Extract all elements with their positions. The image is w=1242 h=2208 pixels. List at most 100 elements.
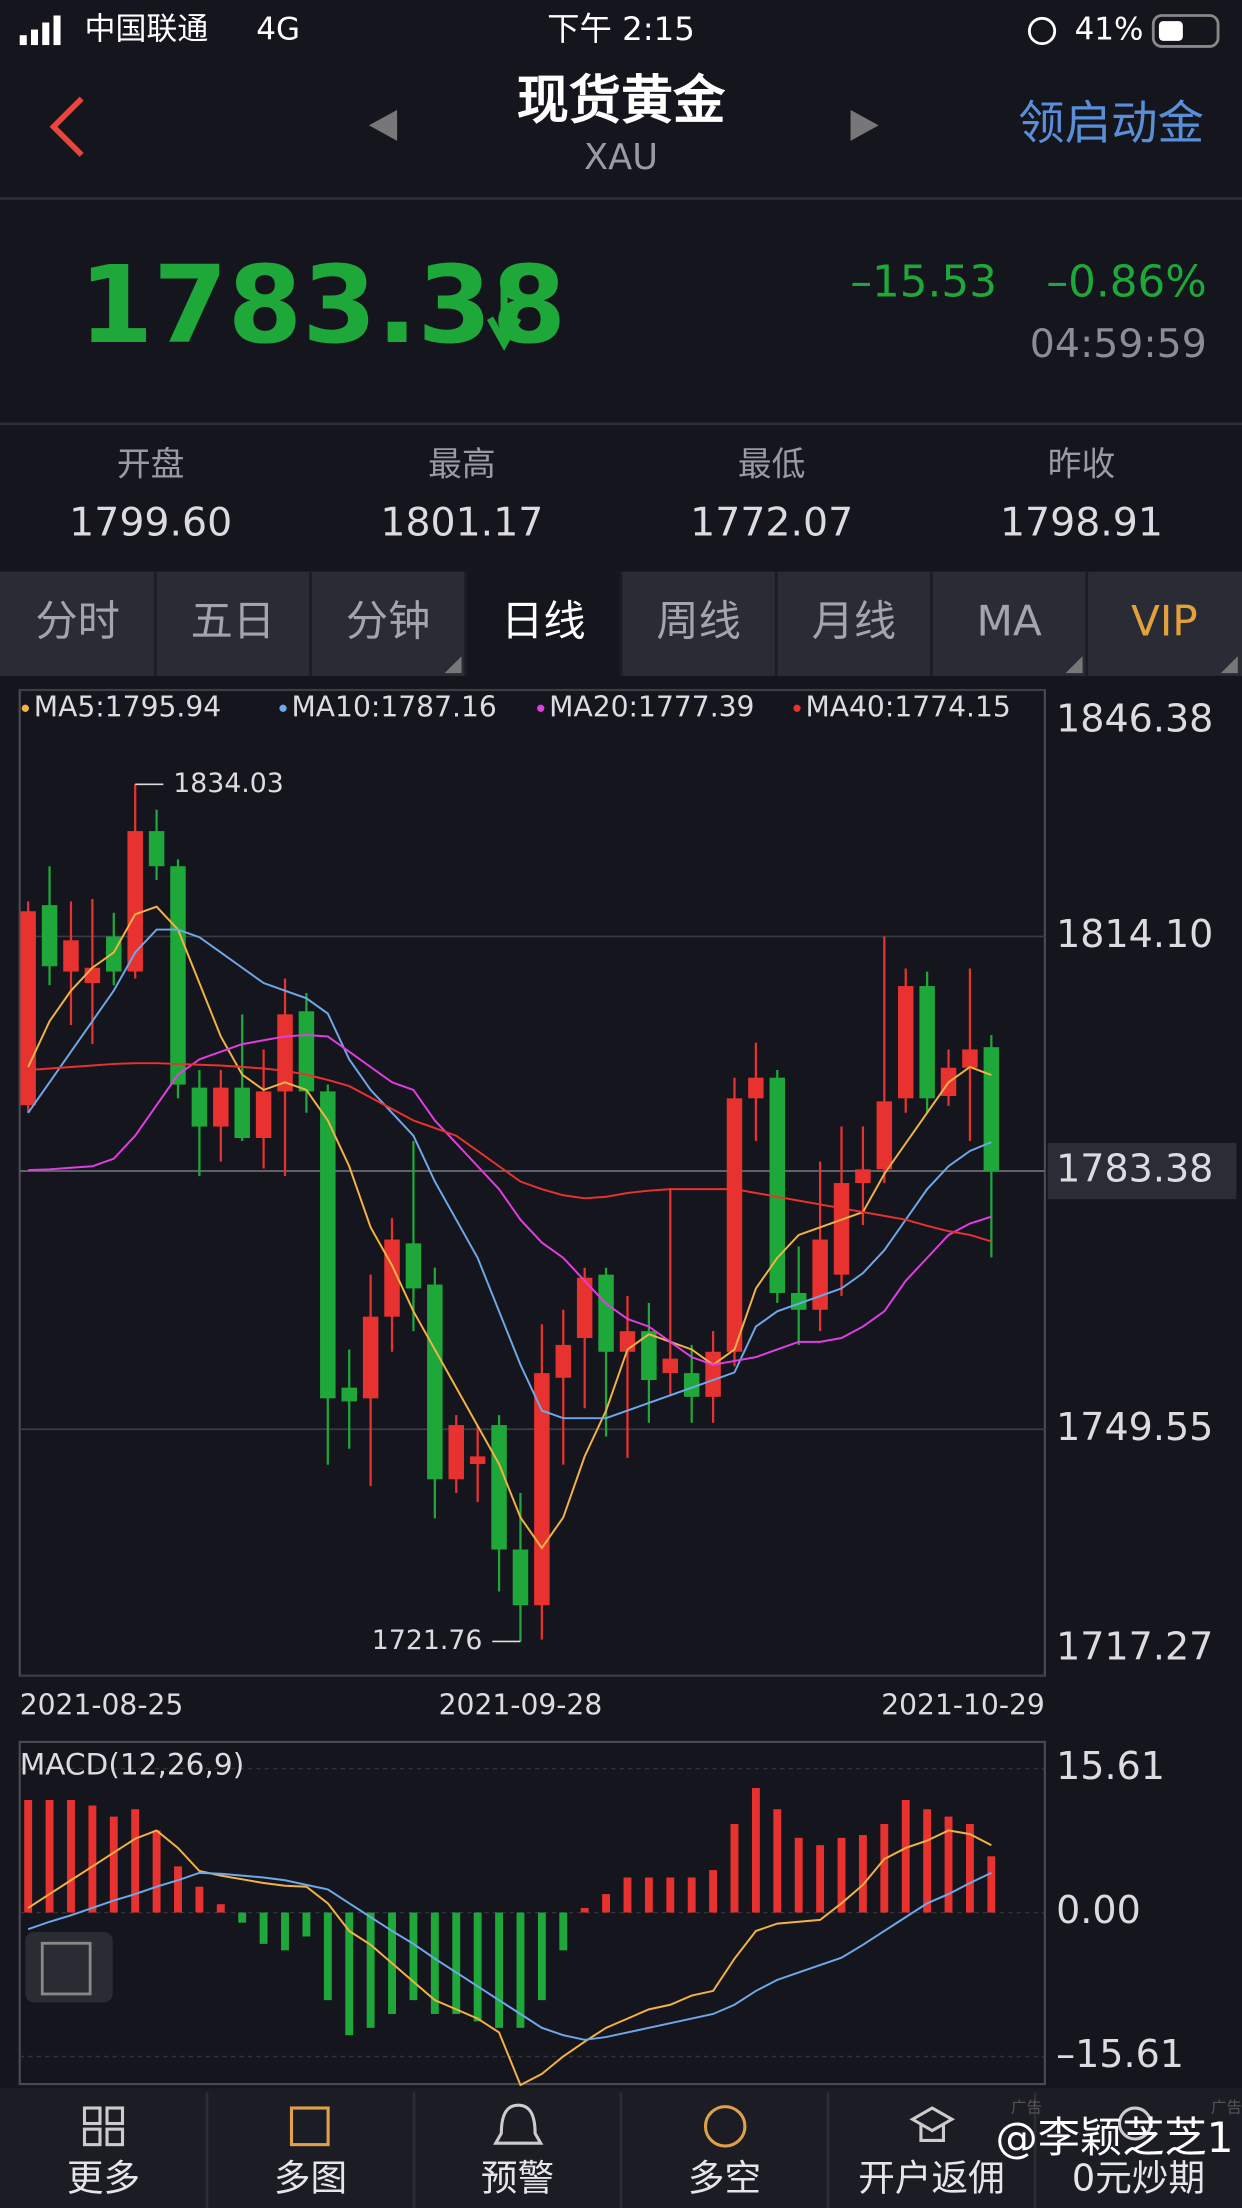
price-tag xyxy=(1047,1142,1237,1200)
macd-bar xyxy=(944,1816,953,1913)
prev-button[interactable] xyxy=(368,109,398,141)
macd-bar xyxy=(666,1877,675,1913)
tab[interactable]: 分钟 xyxy=(346,596,430,645)
candle-body xyxy=(833,1183,850,1275)
macd-bar xyxy=(880,1823,889,1913)
macd-bar xyxy=(644,1877,653,1913)
icon-longshort xyxy=(703,2105,747,2148)
candle-body xyxy=(705,1351,721,1397)
stats: 开盘 1799.60 最高 1801.17 最低 1772.07 昨收 1798.91 xyxy=(69,445,1163,546)
candle-body xyxy=(662,1358,679,1374)
stat-label: 最高 xyxy=(428,445,496,484)
candle-body xyxy=(148,831,165,867)
nav-item[interactable]: 0元炒期 xyxy=(1072,2156,1205,2199)
legend-entry: MA20:1777.39 xyxy=(549,690,754,723)
battery-text: 41% xyxy=(1075,11,1144,47)
legend-entry: MA40:1774.15 xyxy=(805,690,1010,723)
macd-bar xyxy=(473,1912,482,2022)
candle-body xyxy=(127,831,143,972)
ma-line xyxy=(28,1033,992,1366)
tab-active xyxy=(465,571,621,676)
candle-body xyxy=(320,1091,336,1399)
stat-value: 1798.91 xyxy=(1000,500,1163,546)
macd-bar xyxy=(537,1912,546,2001)
candle-body xyxy=(213,1087,229,1127)
icon-more xyxy=(105,2127,125,2147)
candle-body xyxy=(41,905,58,967)
y-tick-label: 15.61 xyxy=(1056,1744,1165,1788)
macd-line xyxy=(27,1829,992,2087)
signal xyxy=(19,15,61,46)
macd-title: MACD(12,26,9) xyxy=(20,1747,245,1781)
macd-bar xyxy=(430,1912,439,2014)
macd-bar xyxy=(259,1912,268,1944)
nav-item[interactable]: 预警 xyxy=(481,2156,554,2199)
macd-bar xyxy=(152,1830,161,1913)
battery xyxy=(1151,14,1220,48)
macd-bar xyxy=(901,1800,910,1913)
macd-bar xyxy=(602,1894,611,1913)
icon-more xyxy=(105,2106,125,2126)
tab[interactable]: 月线 xyxy=(812,596,896,645)
low-label: 1721.76 xyxy=(372,1625,483,1656)
header-action[interactable]: 领启动金 xyxy=(1018,96,1204,150)
macd-bar xyxy=(687,1877,696,1913)
nav-item[interactable]: 多空 xyxy=(688,2156,761,2199)
macd-bar xyxy=(323,1912,332,2001)
y-tick-label: –15.61 xyxy=(1056,2032,1184,2076)
icon-more xyxy=(82,2106,102,2126)
back-button[interactable] xyxy=(49,96,84,157)
candle-body xyxy=(427,1284,443,1480)
legend-dot xyxy=(21,704,30,712)
candle-body xyxy=(277,1014,293,1092)
candle-body xyxy=(726,1098,743,1352)
legend-entry: MA5:1795.94 xyxy=(34,690,221,723)
ad-label: 广告 xyxy=(1211,2099,1242,2117)
candle-body xyxy=(641,1331,657,1381)
lock-icon xyxy=(1027,16,1057,46)
candle-body xyxy=(255,1091,272,1139)
legend-entry: MA10:1787.16 xyxy=(291,690,496,723)
macd-bar xyxy=(281,1912,289,1951)
next-button[interactable] xyxy=(850,109,879,141)
ma-line xyxy=(27,905,992,1550)
nav-item[interactable]: 开户返佣 xyxy=(858,2156,1004,2199)
nav-item[interactable]: 更多 xyxy=(67,2156,140,2199)
signal-bar xyxy=(53,15,61,46)
x-tick-label: 2021-10-29 xyxy=(881,1689,1045,1722)
title: 现货黄金 xyxy=(517,71,726,131)
tab[interactable]: VIP xyxy=(1131,596,1198,645)
tab[interactable]: 分时 xyxy=(35,596,119,645)
legend-dot xyxy=(537,704,545,712)
y-tick-label: 1717.27 xyxy=(1056,1624,1213,1668)
candle-body xyxy=(983,1047,1000,1171)
macd-bar xyxy=(516,1912,525,2028)
tab[interactable]: 日线 xyxy=(501,596,585,645)
candle-body xyxy=(812,1239,828,1310)
nav-icons xyxy=(82,2103,1153,2148)
tab[interactable]: 周线 xyxy=(656,596,740,645)
down-arrow xyxy=(486,276,522,351)
macd-bar xyxy=(345,1912,354,2036)
stat-label: 昨收 xyxy=(1048,445,1116,484)
nav: 更多 多图 预警 多空 开户返佣 0元炒期 xyxy=(67,2092,1205,2208)
nav-item[interactable]: 多图 xyxy=(274,2156,347,2199)
tab[interactable]: MA xyxy=(976,596,1041,645)
candle-body xyxy=(341,1387,357,1402)
tab[interactable]: 五日 xyxy=(191,596,275,645)
y-tick-label: 0.00 xyxy=(1056,1888,1141,1932)
candle-body xyxy=(598,1274,614,1352)
candle-body xyxy=(298,1011,315,1092)
macd-bar xyxy=(195,1886,204,1913)
x-tick-label: 2021-08-25 xyxy=(20,1689,184,1722)
macd-bar xyxy=(131,1809,140,1913)
y-tick-label: 1814.10 xyxy=(1056,912,1213,956)
macd-bar xyxy=(559,1912,568,1951)
stat-value: 1801.17 xyxy=(380,500,543,546)
macd-bar xyxy=(923,1809,932,1913)
macd-bar xyxy=(794,1837,803,1913)
signal-bar xyxy=(42,22,50,46)
candle-body xyxy=(469,1456,486,1465)
